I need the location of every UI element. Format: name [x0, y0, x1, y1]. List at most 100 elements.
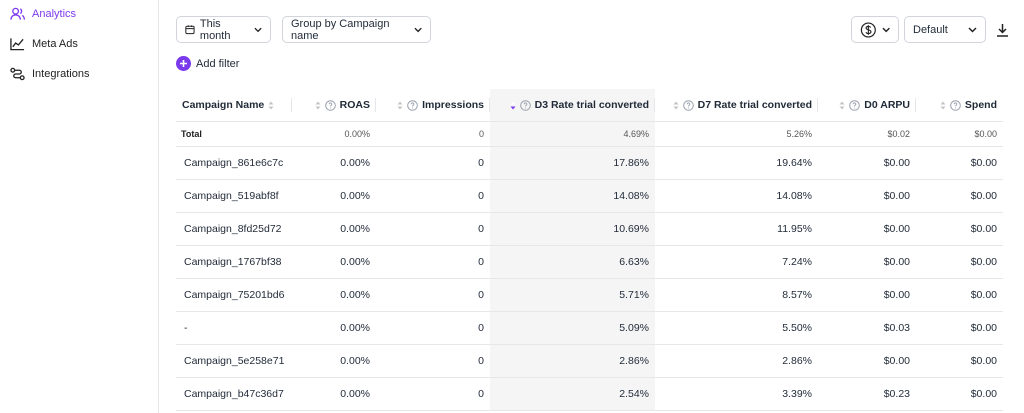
table-cell: - — [176, 311, 292, 345]
icon — [185, 25, 195, 35]
table-cell: 0.00% — [292, 179, 376, 213]
table-cell: $0.00 — [916, 212, 1003, 246]
nav-label: Meta Ads — [32, 38, 78, 50]
column-header[interactable]: D3 Rate trial converted — [490, 89, 655, 122]
header-label: ROAS — [339, 99, 370, 112]
column-header[interactable]: ROAS — [292, 89, 376, 122]
nav-item[interactable]: Integrations — [10, 67, 89, 81]
total-cell: 4.69% — [490, 121, 655, 147]
header-label: Spend — [964, 99, 997, 112]
table-cell: 0.00% — [292, 212, 376, 246]
icon — [860, 21, 876, 38]
button-label: Group by Campaign name — [291, 17, 390, 42]
help-icon[interactable] — [950, 99, 961, 111]
table-cell: 5.09% — [490, 311, 655, 345]
view-select[interactable]: Default — [904, 16, 986, 43]
add-filter[interactable]: Add filter — [176, 56, 239, 71]
table-cell: $0.03 — [818, 311, 916, 345]
table-cell: Campaign_1767bf38 — [176, 245, 292, 279]
currency-select[interactable] — [851, 16, 899, 43]
table-cell: 5.50% — [655, 311, 818, 345]
chevron — [968, 26, 977, 33]
table-cell: 0.00% — [292, 311, 376, 345]
column-header[interactable]: Impressions — [376, 89, 490, 122]
table-row[interactable]: Campaign_b47c36d7 0.00% 0 2.54% 3.39% $0.23 $0… — [176, 377, 1003, 411]
table-cell: $0.00 — [818, 344, 916, 378]
table-cell: 7.24% — [655, 245, 818, 279]
nav-item[interactable]: Analytics — [10, 7, 76, 21]
header-label: Impressions — [422, 99, 484, 112]
table-row[interactable]: Campaign_1767bf38 0.00% 0 6.63% 7.24% $0.00 $0… — [176, 245, 1003, 279]
sort-icon[interactable] — [397, 101, 403, 110]
sort-icon[interactable] — [315, 101, 321, 110]
table-cell: 10.69% — [490, 212, 655, 246]
total-cell: 0 — [376, 121, 490, 147]
table-cell: 0 — [376, 278, 490, 312]
help-icon[interactable] — [519, 99, 531, 111]
table-cell: 3.39% — [655, 377, 818, 411]
table-cell: 19.64% — [655, 146, 818, 180]
sort-icon[interactable] — [940, 101, 946, 110]
help-icon[interactable] — [324, 99, 336, 111]
table-cell: $0.00 — [916, 245, 1003, 279]
icon — [10, 67, 25, 81]
table-cell: $0.00 — [818, 179, 916, 213]
total-cell: $0.00 — [916, 121, 1003, 147]
table-cell: Campaign_5e258e71 — [176, 344, 292, 378]
sort-icon[interactable] — [839, 101, 845, 110]
chevron — [254, 27, 262, 32]
table-cell: 8.57% — [655, 278, 818, 312]
header-content: Impressions — [397, 99, 484, 111]
table-cell: 0 — [376, 377, 490, 411]
table-cell: Campaign_b47c36d7 — [176, 377, 292, 411]
column-header[interactable]: Campaign Name — [176, 89, 292, 122]
nav-label: Integrations — [32, 68, 90, 80]
period-select[interactable]: This month — [176, 16, 271, 43]
header-content: ROAS — [315, 99, 370, 111]
nav-item[interactable]: Meta Ads — [10, 37, 78, 51]
column-header[interactable]: D0 ARPU — [818, 89, 916, 122]
table-row[interactable]: Campaign_861e6c7c 0.00% 0 17.86% 19.64% $0.00… — [176, 146, 1003, 180]
header-separator — [915, 98, 916, 112]
sort-icon[interactable] — [268, 101, 274, 110]
table-cell: 11.95% — [655, 212, 818, 246]
table-row[interactable]: Campaign_519abf8f 0.00% 0 14.08% 14.08% $0.00… — [176, 179, 1003, 213]
sort-icon[interactable] — [510, 101, 516, 110]
help-icon[interactable] — [849, 99, 861, 111]
table-cell: 0 — [376, 311, 490, 345]
table-cell: 2.86% — [490, 344, 655, 378]
table-cell: 0 — [376, 245, 490, 279]
header-separator — [817, 98, 818, 112]
header-content: Spend — [940, 99, 997, 111]
header-separator — [375, 98, 376, 112]
column-header[interactable]: D7 Rate trial converted — [655, 89, 818, 122]
group-select[interactable]: Group by Campaign name — [282, 16, 431, 43]
table-cell: $0.00 — [818, 212, 916, 246]
table-row[interactable]: Campaign_75201bd6 0.00% 0 5.71% 8.57% $0.00 $0… — [176, 278, 1003, 312]
header-label: D7 Rate trial converted — [697, 99, 812, 112]
download-button[interactable] — [996, 23, 1009, 37]
table-cell: $0.00 — [916, 377, 1003, 411]
header-content: D3 Rate trial converted — [510, 99, 649, 111]
icon — [176, 56, 191, 71]
header-content: D0 ARPU — [839, 99, 910, 111]
table-cell: 2.54% — [490, 377, 655, 411]
total-cell: 5.26% — [655, 121, 818, 147]
nav-label: Analytics — [32, 8, 77, 20]
button-label: Add filter — [196, 57, 240, 70]
help-icon[interactable] — [682, 99, 694, 111]
table-cell: 0.00% — [292, 245, 376, 279]
table-row[interactable]: Campaign_5e258e71 0.00% 0 2.86% 2.86% $0.00 $0… — [176, 344, 1003, 378]
total-row: Total 0.00% 0 4.69% 5.26% $0.02 $0.00 — [176, 121, 1003, 147]
table-row[interactable]: Campaign_8fd25d72 0.00% 0 10.69% 11.95% $0.00… — [176, 212, 1003, 246]
help-icon[interactable] — [407, 99, 418, 111]
table-row[interactable]: -0.00% 0 5.09% 5.50% $0.03 $0.00 — [176, 311, 1003, 345]
table-cell: 0 — [376, 179, 490, 213]
sidebar: Analytics Meta Ads Integrations — [0, 0, 159, 413]
button-label: This month — [199, 17, 231, 42]
column-header[interactable]: Spend — [916, 89, 1003, 122]
sort-icon[interactable] — [673, 101, 679, 110]
table-cell: 0 — [376, 146, 490, 180]
table-cell: Campaign_861e6c7c — [176, 146, 292, 180]
